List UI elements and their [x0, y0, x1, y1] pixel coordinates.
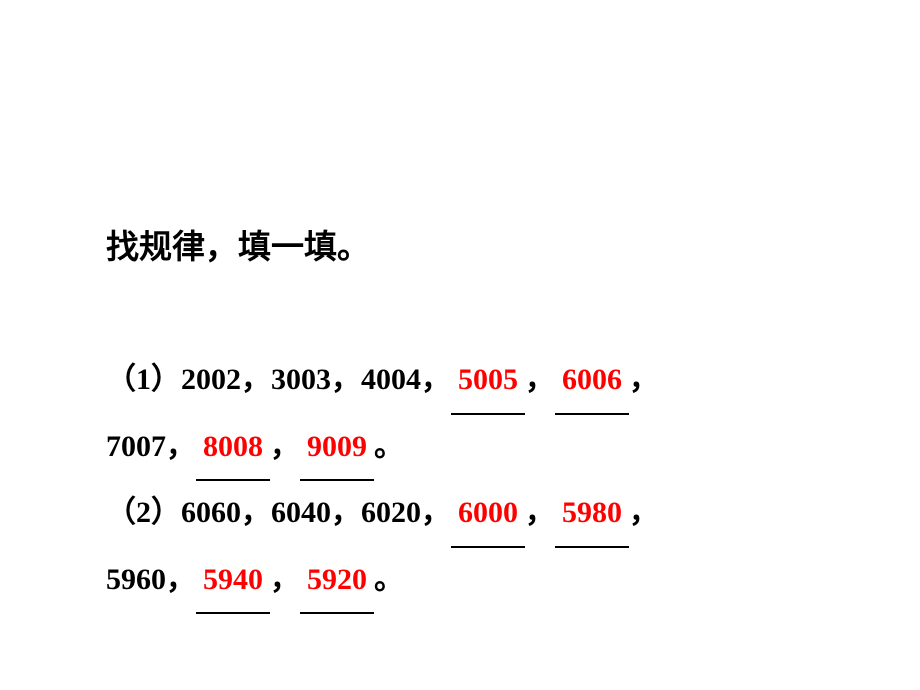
p2-given-3: 6020，	[361, 496, 451, 529]
p1-label: （1）	[106, 363, 181, 396]
p2-comma-2: ，	[629, 496, 659, 529]
p2-answer-2: 5980	[558, 496, 626, 529]
p2-given-4: 5960，	[106, 563, 196, 596]
p2-blank-1: 6000	[451, 481, 525, 548]
p2-given-1: 6060，	[181, 496, 271, 529]
p1-answer-2: 6006	[558, 363, 626, 396]
p2-label: （2）	[106, 496, 181, 529]
p1-blank-1: 5005	[451, 348, 525, 415]
problem-2-line-2: 5960，5940，5920。	[106, 548, 826, 615]
p1-blank-4: 9009	[300, 415, 374, 482]
p1-period: 。	[374, 430, 404, 463]
problem-1-line-1: （1）2002，3003，4004，5005，6006，	[106, 348, 826, 415]
p1-comma-1: ，	[525, 363, 555, 396]
p2-blank-3: 5940	[196, 548, 270, 615]
p1-answer-3: 8008	[199, 430, 267, 463]
p2-blank-2: 5980	[555, 481, 629, 548]
p1-given-1: 2002，	[181, 363, 271, 396]
p2-answer-4: 5920	[303, 563, 371, 596]
p1-blank-3: 8008	[196, 415, 270, 482]
slide-container: 找规律，填一填。 （1）2002，3003，4004，5005，6006， 70…	[0, 0, 920, 690]
p2-comma-1: ，	[525, 496, 555, 529]
p2-answer-3: 5940	[199, 563, 267, 596]
p1-answer-4: 9009	[303, 430, 371, 463]
slide-title: 找规律，填一填。	[106, 220, 370, 268]
content-area: （1）2002，3003，4004，5005，6006， 7007，8008，9…	[106, 348, 826, 614]
p2-given-2: 6040，	[271, 496, 361, 529]
p1-given-4: 7007，	[106, 430, 196, 463]
p1-answer-1: 5005	[454, 363, 522, 396]
p2-answer-1: 6000	[454, 496, 522, 529]
p1-comma-3: ，	[270, 430, 300, 463]
p2-blank-4: 5920	[300, 548, 374, 615]
p1-comma-2: ，	[629, 363, 659, 396]
problem-2-line-1: （2）6060，6040，6020，6000，5980，	[106, 481, 826, 548]
p2-comma-3: ，	[270, 563, 300, 596]
p1-blank-2: 6006	[555, 348, 629, 415]
problem-1-line-2: 7007，8008，9009。	[106, 415, 826, 482]
p1-given-2: 3003，	[271, 363, 361, 396]
p1-given-3: 4004，	[361, 363, 451, 396]
p2-period: 。	[374, 563, 404, 596]
